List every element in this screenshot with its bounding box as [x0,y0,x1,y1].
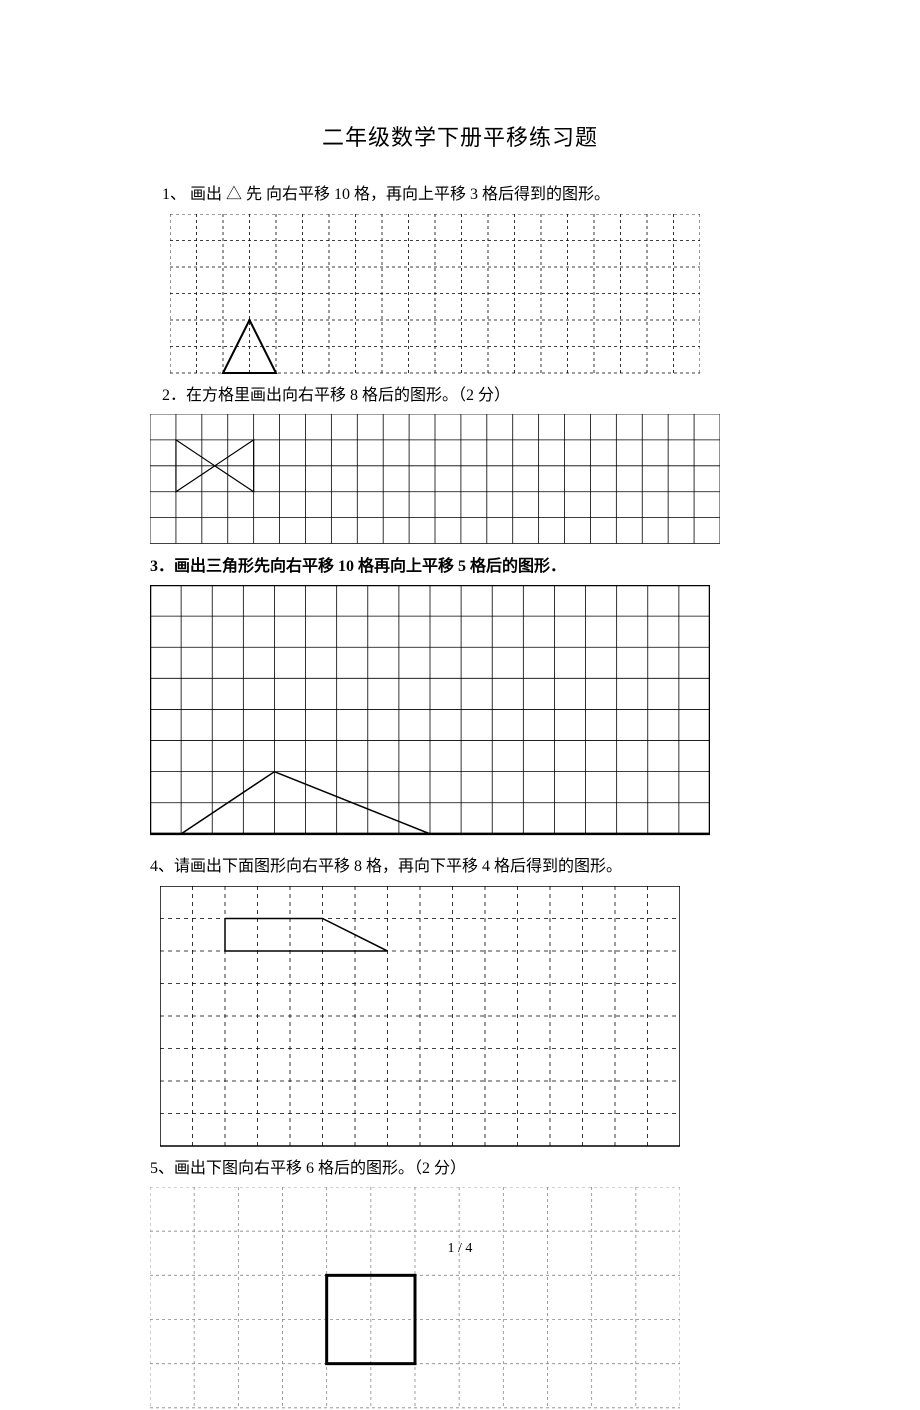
question-1: 1、 画出 △ 先 向右平移 10 格，再向上平移 3 格后得到的图形。 [162,182,770,208]
question-3: 3．画出三角形先向右平移 10 格再向上平移 5 格后的图形． [150,554,770,580]
grid-3 [150,585,710,836]
grid-1 [170,214,700,375]
page-title: 二年级数学下册平移练习题 [150,120,770,152]
worksheet-page: 二年级数学下册平移练习题 1、 画出 △ 先 向右平移 10 格，再向上平移 3… [0,0,920,1302]
question-5: 5、画出下图向右平移 6 格后的图形。（2 分） [150,1156,770,1182]
question-2: 2．在方格里画出向右平移 8 格后的图形。（2 分） [162,383,770,409]
grid-5 [150,1187,680,1410]
question-4: 4、请画出下面图形向右平移 8 格，再向下平移 4 格后得到的图形。 [150,854,770,880]
grid-2 [150,414,720,546]
page-footer: 1 / 4 [0,1241,920,1257]
grid-4 [160,886,680,1148]
